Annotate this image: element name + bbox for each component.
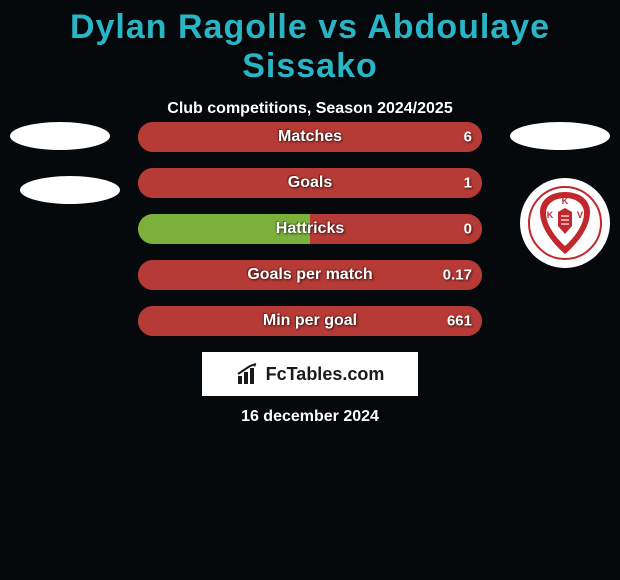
chart-icon <box>236 362 260 386</box>
player-right-shape-1 <box>510 122 610 150</box>
player-left-shape-2 <box>20 176 120 204</box>
comparison-infographic: Dylan Ragolle vs Abdoulaye Sissako Club … <box>0 0 620 580</box>
stat-bar-right-value: 661 <box>447 313 472 330</box>
stat-bar-row: Hattricks 0 <box>138 214 482 244</box>
stat-bar-label: Hattricks <box>276 220 344 238</box>
date-text: 16 december 2024 <box>241 408 379 426</box>
stat-bar-row: Goals 1 <box>138 168 482 198</box>
subtitle: Club competitions, Season 2024/2025 <box>0 100 620 118</box>
brand-text: FcTables.com <box>266 364 385 385</box>
stat-bar-right-value: 6 <box>464 129 472 146</box>
stat-bar-label: Goals per match <box>247 266 372 284</box>
stat-bar-row: Min per goal 661 <box>138 306 482 336</box>
page-title: Dylan Ragolle vs Abdoulaye Sissako <box>0 0 620 86</box>
stat-bar-label: Min per goal <box>263 312 357 330</box>
club-badge: K K V <box>520 178 610 268</box>
player-left-shape-1 <box>10 122 110 150</box>
stat-bar-right-value: 0 <box>464 221 472 238</box>
stat-bar-label: Goals <box>288 174 332 192</box>
svg-text:K: K <box>562 196 569 206</box>
svg-text:K: K <box>547 210 554 220</box>
stat-bar-right-value: 0.17 <box>443 267 472 284</box>
stat-bar-row: Matches 6 <box>138 122 482 152</box>
brand-box: FcTables.com <box>202 352 418 396</box>
stat-bar-row: Goals per match 0.17 <box>138 260 482 290</box>
stat-bars: Matches 6 Goals 1 Hattricks 0 Goals per match 0… <box>138 122 482 352</box>
stat-bar-right-value: 1 <box>464 175 472 192</box>
stat-bar-label: Matches <box>278 128 342 146</box>
svg-text:V: V <box>577 210 583 220</box>
club-crest-icon: K K V <box>528 186 602 260</box>
